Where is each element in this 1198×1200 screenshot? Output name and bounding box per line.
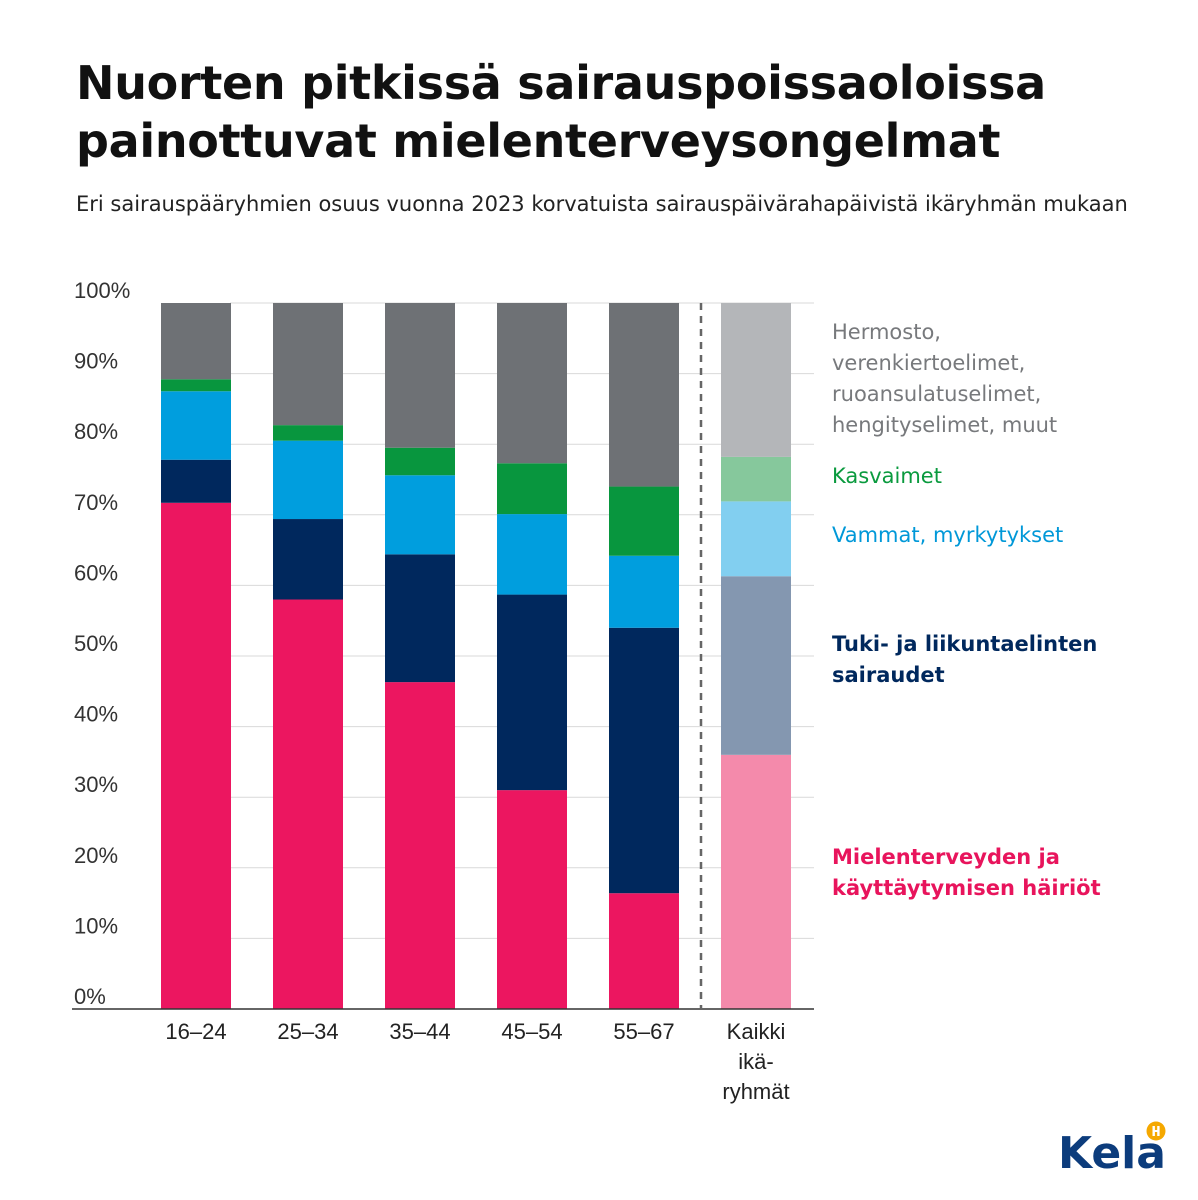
bar-segment-1-2	[273, 599, 343, 1009]
chart-title: Nuorten pitkissä sairauspoissaoloissa pa…	[76, 56, 1046, 168]
bar-segment-2-1	[161, 459, 231, 503]
x-tick-label: 55–67	[613, 1019, 674, 1044]
y-tick-label: 50%	[74, 631, 118, 656]
bar-segment-4-6	[721, 456, 791, 502]
y-axis-tick-labels: 0% 10% 20% 30% 40% 50% 60% 70% 80% 90% 100%	[74, 278, 130, 1009]
bar-segment-3-6	[721, 501, 791, 577]
y-tick-label: 20%	[74, 843, 118, 868]
bar-segment-4-3	[385, 447, 455, 476]
y-tick-label: 30%	[74, 772, 118, 797]
bar-segment-2-6	[721, 576, 791, 755]
bar-segment-1-1	[161, 502, 231, 1009]
bar-segment-1-6	[721, 754, 791, 1009]
bar-segment-3-3	[385, 475, 455, 555]
y-tick-label: 0%	[74, 984, 106, 1009]
bar-segment-2-4	[497, 594, 567, 791]
bar-segment-5-3	[385, 303, 455, 448]
bar-segment-5-6	[721, 303, 791, 457]
legend-item-line: Vammat, myrkytykset	[832, 523, 1064, 547]
bar-segment-4-4	[497, 463, 567, 515]
y-tick-label: 100%	[74, 278, 130, 303]
y-tick-label: 10%	[74, 913, 118, 938]
legend-item-line: Kasvaimet	[832, 464, 942, 488]
bar-segment-3-5	[609, 555, 679, 628]
x-tick-label: 16–24	[165, 1019, 226, 1044]
legend-item-line: ruoansulatuselimet,	[832, 382, 1042, 406]
bar-segment-1-4	[497, 790, 567, 1009]
kela-logo: Kela	[1058, 1121, 1166, 1178]
legend-item: Hermosto, verenkiertoelimet, ruoansulatuse…	[832, 317, 1057, 441]
x-axis-tick-labels: 16–24 25–34 35–44 45–54 55–67 Kaikki ikä-ryhmä…	[165, 1019, 789, 1104]
bar-segment-4-2	[273, 425, 343, 441]
legend-item-line: Hermosto,	[832, 320, 941, 344]
bars	[161, 303, 791, 1009]
bar-segment-2-5	[609, 627, 679, 894]
x-tick-label: ryhmät	[722, 1079, 789, 1104]
bar-segment-5-5	[609, 303, 679, 487]
x-tick-label: ikä-	[738, 1049, 773, 1074]
kela-logo-mark-icon	[1146, 1121, 1166, 1141]
bar-segment-2-3	[385, 554, 455, 683]
bar-segment-1-3	[385, 682, 455, 1009]
bar-segment-4-1	[161, 379, 231, 392]
bar-segment-3-2	[273, 440, 343, 520]
legend-item-line: sairaudet	[832, 663, 945, 687]
x-tick-label: Kaikki	[727, 1019, 786, 1044]
bar-segment-5-2	[273, 303, 343, 426]
legend-item-line: verenkiertoelimet,	[832, 351, 1026, 375]
legend-item: Mielenterveyden ja käyttäytymisen häiriöt	[832, 842, 1101, 904]
y-tick-label: 40%	[74, 702, 118, 727]
bar-segment-5-4	[497, 303, 567, 464]
bar-segment-3-1	[161, 391, 231, 460]
x-tick-label: 45–54	[501, 1019, 562, 1044]
legend-item-line: Mielenterveyden ja	[832, 845, 1060, 869]
bar-segment-2-2	[273, 519, 343, 600]
y-tick-label: 90%	[74, 349, 118, 374]
chart-subtitle: Eri sairauspääryhmien osuus vuonna 2023 …	[76, 192, 1128, 216]
legend-item: Vammat, myrkytykset	[832, 520, 1063, 551]
bar-segment-3-4	[497, 514, 567, 595]
bar-segment-1-5	[609, 893, 679, 1009]
bar-segment-5-1	[161, 303, 231, 380]
legend-item-line: hengityselimet, muut	[832, 413, 1058, 437]
x-tick-label: 35–44	[389, 1019, 450, 1044]
legend-item: Kasvaimet	[832, 461, 942, 492]
x-tick-label: 25–34	[277, 1019, 338, 1044]
legend-item-line: Tuki- ja liikuntaelinten	[832, 632, 1098, 656]
legend-item: Tuki- ja liikuntaelinten sairaudet	[832, 629, 1097, 691]
y-tick-label: 60%	[74, 560, 118, 585]
y-tick-label: 80%	[74, 419, 118, 444]
kela-logo-text: Kela	[1058, 1128, 1166, 1178]
legend-item-line: käyttäytymisen häiriöt	[832, 876, 1101, 900]
bar-segment-4-5	[609, 486, 679, 556]
y-tick-label: 70%	[74, 490, 118, 515]
